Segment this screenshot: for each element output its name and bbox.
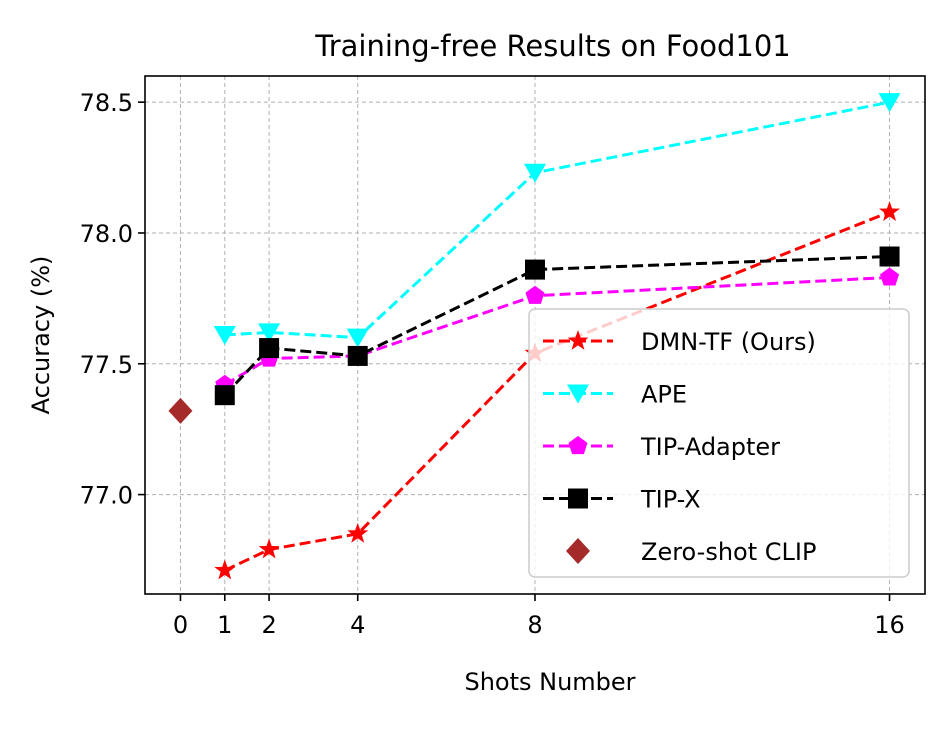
data-point — [258, 538, 280, 559]
data-point — [168, 397, 193, 424]
axis-ticks: 0 1 2 4 8 16 77.0 77.5 78.0 78.5 — [80, 89, 905, 639]
data-point — [214, 385, 235, 406]
series-ape — [213, 93, 901, 348]
series-layer — [168, 93, 901, 580]
legend-label: TIP-X — [640, 486, 701, 514]
data-point — [880, 267, 900, 286]
legend-marker — [568, 436, 588, 455]
y-tick-label: 78.0 — [80, 220, 133, 248]
legend-item: TIP-X — [543, 486, 701, 514]
chart-title: Training-free Results on Food101 — [314, 29, 790, 63]
legend-item: APE — [543, 381, 687, 409]
data-point — [878, 93, 901, 113]
legend: DMN-TF (Ours) APE TIP-Adapter TIP-X Zero-sho… — [528, 308, 910, 578]
legend-marker — [567, 384, 589, 404]
legend-label: DMN-TF (Ours) — [641, 328, 816, 356]
legend-label: Zero-shot CLIP — [641, 538, 816, 566]
legend-label: APE — [641, 381, 687, 409]
series-line — [224, 275, 890, 387]
legend-item: DMN-TF (Ours) — [543, 328, 816, 356]
data-point — [214, 559, 236, 580]
y-tick-label: 77.5 — [80, 351, 133, 379]
x-axis-label: Shots Number — [464, 668, 635, 696]
data-point — [347, 345, 368, 366]
data-point — [259, 338, 280, 359]
x-tick-label: 0 — [173, 611, 188, 639]
data-point — [213, 326, 236, 345]
x-tick-label: 1 — [217, 611, 232, 639]
data-point — [258, 323, 281, 343]
legend-box — [528, 308, 910, 578]
legend-label: TIP-Adapter — [640, 433, 780, 461]
data-point — [525, 285, 545, 304]
data-point — [525, 259, 545, 280]
legend-marker — [566, 538, 590, 564]
y-tick-label: 78.5 — [80, 89, 133, 117]
series-tip-x — [214, 246, 900, 406]
data-point — [346, 328, 369, 348]
legend-item: Zero-shot CLIP — [566, 538, 816, 566]
x-tick-label: 2 — [261, 611, 276, 639]
data-point — [879, 246, 900, 267]
data-point — [347, 522, 369, 543]
data-point — [879, 201, 901, 221]
legend-item: TIP-Adapter — [543, 433, 780, 461]
y-axis-label: Accuracy (%) — [27, 256, 55, 415]
x-tick-label: 8 — [527, 611, 542, 639]
y-tick-label: 77.0 — [80, 482, 133, 510]
data-point — [524, 163, 546, 183]
x-tick-label: 16 — [874, 611, 905, 639]
legend-marker — [567, 330, 589, 350]
series-zero-shot-clip — [168, 397, 193, 424]
x-tick-label: 4 — [350, 611, 365, 639]
legend-marker — [568, 488, 588, 509]
series-line — [224, 210, 891, 572]
